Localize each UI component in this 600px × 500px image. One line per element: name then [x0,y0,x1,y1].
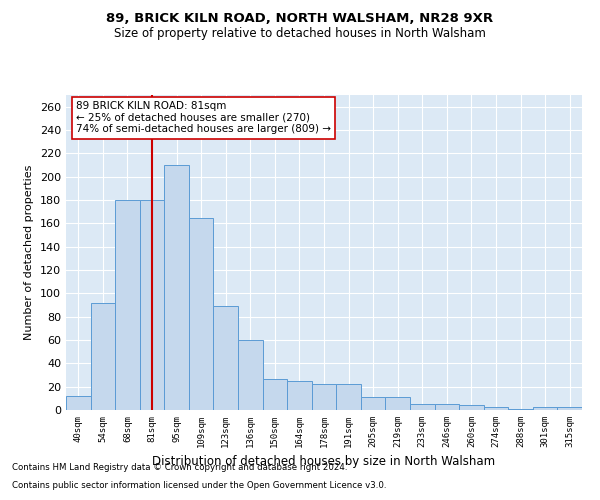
Bar [410,404,434,410]
Bar [484,406,508,410]
Text: 89, BRICK KILN ROAD, NORTH WALSHAM, NR28 9XR: 89, BRICK KILN ROAD, NORTH WALSHAM, NR28… [106,12,494,26]
Bar [238,340,263,410]
Bar [66,396,91,410]
Bar [91,302,115,410]
Bar [140,200,164,410]
Bar [164,165,189,410]
Bar [336,384,361,410]
Y-axis label: Number of detached properties: Number of detached properties [25,165,34,340]
Bar [263,378,287,410]
Bar [508,409,533,410]
Text: Contains public sector information licensed under the Open Government Licence v3: Contains public sector information licen… [12,481,386,490]
Bar [557,406,582,410]
Text: 89 BRICK KILN ROAD: 81sqm
← 25% of detached houses are smaller (270)
74% of semi: 89 BRICK KILN ROAD: 81sqm ← 25% of detac… [76,102,331,134]
Bar [189,218,214,410]
Bar [459,406,484,410]
Bar [385,397,410,410]
Bar [361,397,385,410]
Text: Size of property relative to detached houses in North Walsham: Size of property relative to detached ho… [114,28,486,40]
Text: Contains HM Land Registry data © Crown copyright and database right 2024.: Contains HM Land Registry data © Crown c… [12,464,347,472]
X-axis label: Distribution of detached houses by size in North Walsham: Distribution of detached houses by size … [152,456,496,468]
Bar [312,384,336,410]
Bar [115,200,140,410]
Bar [287,381,312,410]
Bar [533,406,557,410]
Bar [434,404,459,410]
Bar [214,306,238,410]
